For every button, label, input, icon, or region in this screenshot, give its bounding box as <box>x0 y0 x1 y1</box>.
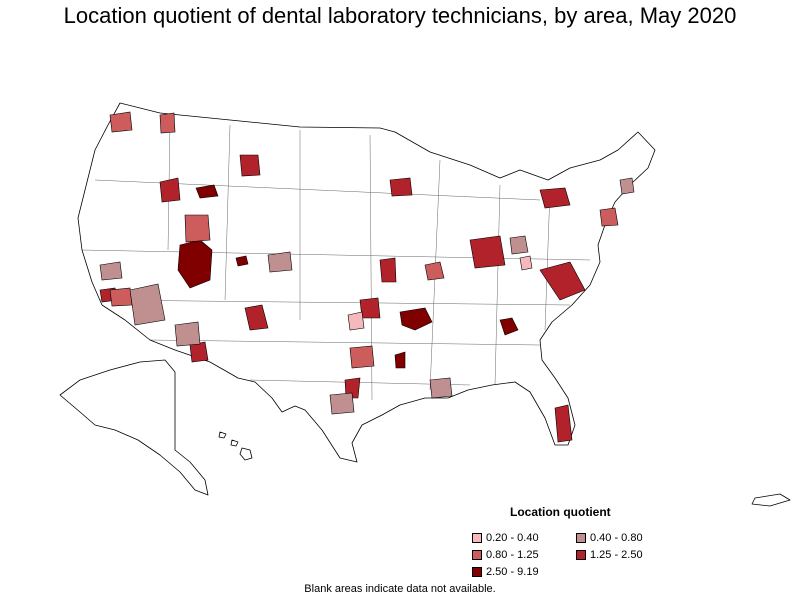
region-light <box>429 377 453 399</box>
legend: 0.20 - 0.40 0.40 - 0.80 0.80 - 1.25 1.25… <box>472 530 680 579</box>
legend-swatch <box>472 549 482 560</box>
legend-item: 0.80 - 1.25 <box>472 547 576 562</box>
region-darkest <box>499 317 519 336</box>
legend-label: 0.40 - 0.80 <box>590 531 643 544</box>
legend-swatch <box>472 566 482 577</box>
region-mid <box>159 112 176 134</box>
region-lightest <box>347 311 365 331</box>
region-dark <box>159 177 181 203</box>
legend-swatch <box>576 532 586 543</box>
region-mid <box>424 261 445 281</box>
hawaii-island <box>218 431 227 439</box>
region-light <box>619 177 635 195</box>
region-dark <box>554 404 573 443</box>
region-dark <box>239 154 261 177</box>
footnote: Blank areas indicate data not available. <box>304 583 496 595</box>
region-light <box>509 235 529 255</box>
region-mid <box>109 287 133 307</box>
region-mid <box>349 345 375 369</box>
region-mid <box>599 207 619 227</box>
legend-item: 0.20 - 0.40 <box>472 530 576 545</box>
region-dark <box>389 177 413 197</box>
legend-item: 0.40 - 0.80 <box>576 530 680 545</box>
hawaii-island <box>239 447 253 461</box>
puerto-rico <box>751 493 791 507</box>
region-dark <box>469 235 506 269</box>
region-light <box>267 251 293 273</box>
region-darkest <box>195 184 219 199</box>
legend-swatch <box>472 532 482 543</box>
legend-item: 2.50 - 9.19 <box>472 564 576 579</box>
region-mid <box>109 111 133 133</box>
legend-label: 0.80 - 1.25 <box>486 548 539 561</box>
legend-item: 1.25 - 2.50 <box>576 547 680 562</box>
legend-swatch <box>576 549 586 560</box>
region-light <box>174 321 201 347</box>
region-lightest <box>519 255 533 271</box>
region-light <box>99 261 123 281</box>
region-light <box>329 392 355 415</box>
region-dark <box>244 304 269 331</box>
region-dark <box>539 261 586 301</box>
region-dark <box>359 297 381 319</box>
hawaii-island <box>230 439 239 447</box>
region-darkest <box>399 307 433 331</box>
region-dark <box>189 341 209 363</box>
region-dark <box>379 257 397 283</box>
region-light <box>129 283 166 326</box>
region-mid <box>184 214 211 243</box>
region-darkest <box>235 255 249 267</box>
legend-label: 1.25 - 2.50 <box>590 548 643 561</box>
legend-label: 2.50 - 9.19 <box>486 565 539 578</box>
region-darkest <box>394 351 406 369</box>
map-title: Location quotient of dental laboratory t… <box>63 3 737 28</box>
legend-title: Location quotient <box>510 505 611 519</box>
region-dark <box>539 187 571 209</box>
legend-label: 0.20 - 0.40 <box>486 531 539 544</box>
alaska-outline <box>59 359 209 496</box>
